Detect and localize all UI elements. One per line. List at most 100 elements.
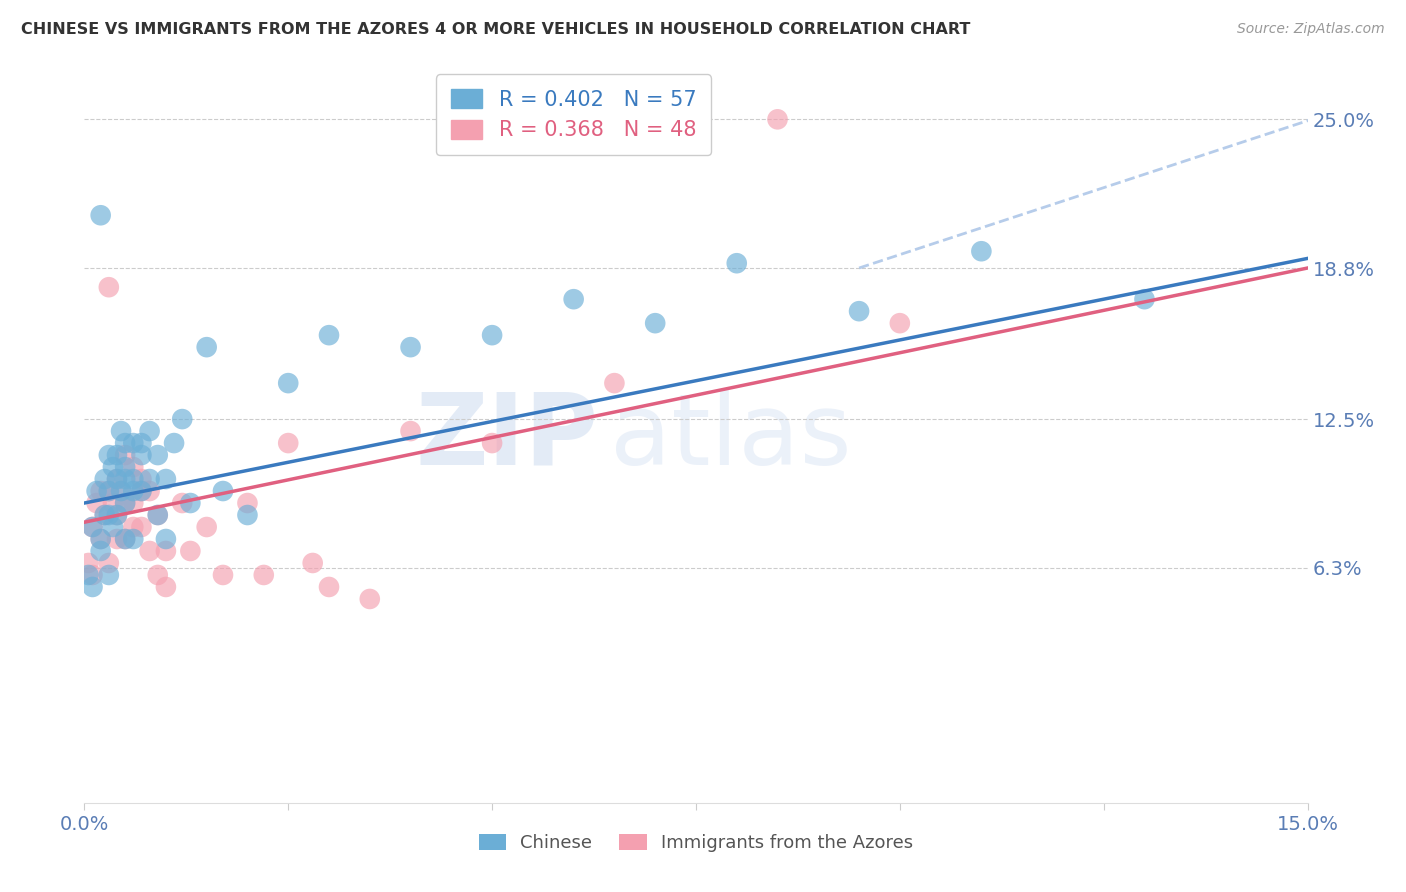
Point (970, 244, 993, 259)
Point (359, 591, 381, 606)
Text: atlas: atlas (610, 389, 852, 485)
Point (86, 483, 108, 498)
Point (889, 316, 911, 330)
Point (146, 568, 169, 582)
Point (93, 472, 115, 486)
Text: CHINESE VS IMMIGRANTS FROM THE AZORES 4 OR MORE VEHICLES IN HOUSEHOLD CORRELATIO: CHINESE VS IMMIGRANTS FROM THE AZORES 4 … (21, 22, 970, 37)
Point (82, 568, 104, 582)
Point (90, 483, 112, 498)
Point (90, 208, 112, 222)
Point (122, 483, 145, 498)
Point (97, 280, 120, 294)
Point (481, 328, 503, 343)
Point (122, 496, 145, 510)
Point (122, 436, 145, 450)
Point (97, 568, 120, 582)
Point (97, 448, 120, 462)
Point (122, 520, 145, 534)
Point (114, 472, 136, 486)
Point (172, 412, 194, 426)
Point (105, 448, 128, 462)
Point (146, 508, 169, 522)
Point (110, 424, 132, 438)
Point (318, 328, 340, 343)
Point (138, 544, 160, 558)
Point (114, 496, 136, 510)
Point (179, 496, 201, 510)
Point (131, 436, 153, 450)
Point (399, 424, 422, 438)
Point (179, 544, 201, 558)
Point (236, 496, 259, 510)
Point (110, 483, 132, 498)
Point (603, 376, 626, 391)
Point (122, 472, 145, 486)
Point (114, 436, 136, 450)
Point (138, 483, 160, 498)
Point (90, 532, 112, 546)
Point (138, 472, 160, 486)
Point (301, 556, 323, 570)
Point (105, 508, 128, 522)
Text: ZIP: ZIP (415, 389, 598, 485)
Point (725, 256, 748, 270)
Point (122, 460, 145, 475)
Point (97, 483, 120, 498)
Point (90, 532, 112, 546)
Point (212, 483, 235, 498)
Point (644, 316, 666, 330)
Point (172, 496, 194, 510)
Point (101, 496, 124, 510)
Point (155, 472, 177, 486)
Point (114, 496, 136, 510)
Point (236, 508, 259, 522)
Point (90, 544, 112, 558)
Text: Source: ZipAtlas.com: Source: ZipAtlas.com (1237, 22, 1385, 37)
Point (481, 436, 503, 450)
Point (114, 532, 136, 546)
Point (114, 532, 136, 546)
Point (212, 568, 235, 582)
Point (82, 580, 104, 594)
Point (131, 483, 153, 498)
Point (155, 580, 177, 594)
Point (86, 496, 108, 510)
Point (195, 340, 218, 354)
Legend: Chinese, Immigrants from the Azores: Chinese, Immigrants from the Azores (471, 827, 921, 860)
Point (101, 460, 124, 475)
Point (1133, 292, 1156, 306)
Point (399, 340, 422, 354)
Point (82, 520, 104, 534)
Point (114, 460, 136, 475)
Point (146, 448, 169, 462)
Point (131, 520, 153, 534)
Point (105, 532, 128, 546)
Point (93, 508, 115, 522)
Point (97, 556, 120, 570)
Point (195, 520, 218, 534)
Point (318, 580, 340, 594)
Point (114, 448, 136, 462)
Point (97, 483, 120, 498)
Point (163, 436, 186, 450)
Point (105, 472, 128, 486)
Point (562, 292, 585, 306)
Point (131, 448, 153, 462)
Point (277, 376, 299, 391)
Point (105, 472, 128, 486)
Point (131, 472, 153, 486)
Point (155, 544, 177, 558)
Point (138, 424, 160, 438)
Point (155, 532, 177, 546)
Point (848, 304, 870, 318)
Point (253, 568, 276, 582)
Point (122, 532, 145, 546)
Point (277, 436, 299, 450)
Point (97, 508, 120, 522)
Point (131, 483, 153, 498)
Point (105, 508, 128, 522)
Point (110, 483, 132, 498)
Point (93, 508, 115, 522)
Point (146, 508, 169, 522)
Point (77, 556, 100, 570)
